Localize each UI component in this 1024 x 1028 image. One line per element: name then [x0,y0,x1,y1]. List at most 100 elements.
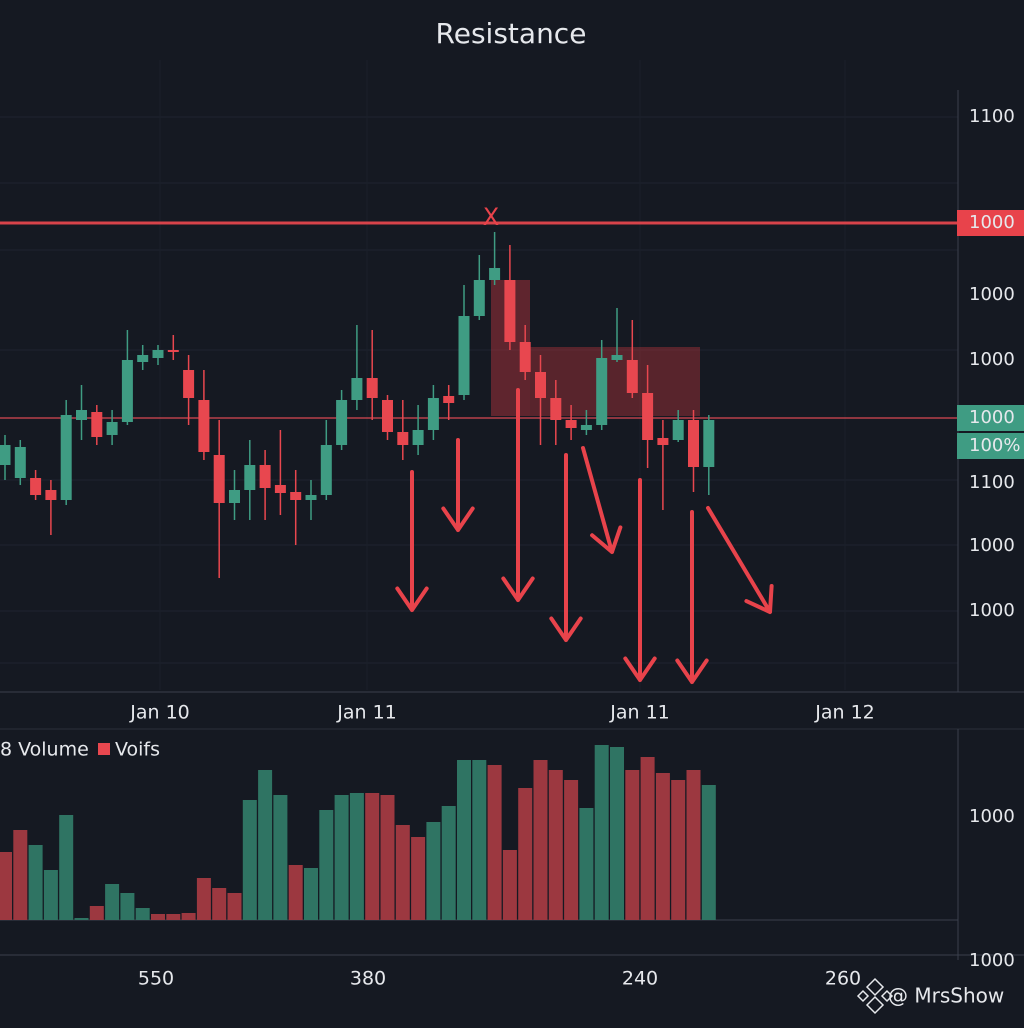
legend-label: 8 Volume [0,739,89,761]
x-tick-label: Jan 11 [609,702,670,724]
volume-bar [0,852,12,920]
arrow [395,470,429,612]
volume-bar [625,770,640,920]
volume-bar [533,760,548,920]
candle-body [76,410,87,420]
volume-bar [594,745,609,920]
candle-body [412,430,424,445]
candle-body [30,478,42,495]
volume-bar [564,780,579,920]
candle-body [336,400,348,445]
volume-bar [288,865,303,920]
volume-x-label: 380 [350,968,386,990]
price-label: 1000 [969,600,1015,621]
watermark: @ MrsShow [888,984,1004,1008]
volume-x-label: 550 [138,968,174,990]
volume-bar [671,780,686,920]
candle-body [351,378,363,400]
candle-body [489,268,501,280]
candle-body [703,420,715,467]
candle-body [458,316,470,395]
candle-body [519,342,531,372]
volume-bar [258,770,273,920]
candle-body [320,445,332,495]
volume-bar [395,825,410,920]
volume-bar [701,785,716,920]
candle-body [244,465,256,490]
candle-body [596,358,608,425]
volume-bar [59,815,74,920]
price-badge [957,405,1024,431]
arrow [675,510,709,684]
candle-body [121,360,133,422]
volume-bar [43,870,58,920]
volume-bar [655,773,670,920]
arrow [623,478,657,682]
volume-bar [181,913,196,920]
volume-bar [151,914,165,920]
candle-body [106,422,118,435]
volume-bar [28,845,43,920]
candle-body [274,485,286,493]
volume-bar [273,795,288,920]
volume-bar [13,830,28,920]
candle-body [657,438,669,445]
watermark-icon [856,977,894,1015]
volume-bar [105,884,120,920]
volume-bar [518,788,533,920]
volume-bar [319,810,334,920]
price-label: 1000 [969,407,1015,428]
legend-label: Voifs [115,739,160,761]
price-badge [957,433,1024,459]
candle-body [229,490,240,503]
price-label: 1000 [969,212,1015,233]
arrow [581,446,623,554]
legend-swatch [98,743,110,755]
volume-bar [457,760,471,920]
volume-bar [74,918,89,920]
arrow [549,453,583,642]
volume-bar [502,850,517,920]
volume-bar [120,893,135,920]
marker: X [483,203,499,231]
candle-body [535,372,546,398]
volume-bar [610,747,624,920]
candle-body [183,370,195,398]
volume-bar [334,795,349,920]
candle-body [397,432,409,445]
candle-body [137,355,149,362]
candle-body [305,495,317,500]
volume-x-label: 240 [622,968,658,990]
volume-bar [196,878,211,920]
volume-bar [166,914,181,920]
candle-body [167,350,179,352]
volume-bar [349,793,364,920]
volume-bar [686,770,701,920]
volume-bar [212,888,227,920]
candle-body [14,447,26,478]
candle-body [366,378,378,398]
volume-bar [441,806,456,920]
candle-body [213,455,225,503]
price-label: 1100 [969,472,1015,493]
volume-bar [227,893,242,920]
arrow [441,438,475,532]
candle-body [580,425,592,430]
volume-bar [487,765,502,920]
candle-body [550,398,562,420]
arrow [706,506,774,614]
price-label: 1000 [969,349,1015,370]
candle-body [259,465,271,488]
volume-bar [548,770,563,920]
candle-body [382,400,393,432]
candle-body [0,445,11,465]
price-badge [957,210,1024,236]
candle-body [688,420,699,467]
candle-body [443,396,455,403]
chart-title: Resistance [436,17,587,50]
volume-bar [304,868,318,920]
candle-body [642,393,654,440]
candle-body [565,420,577,428]
volume-bar [365,793,380,920]
